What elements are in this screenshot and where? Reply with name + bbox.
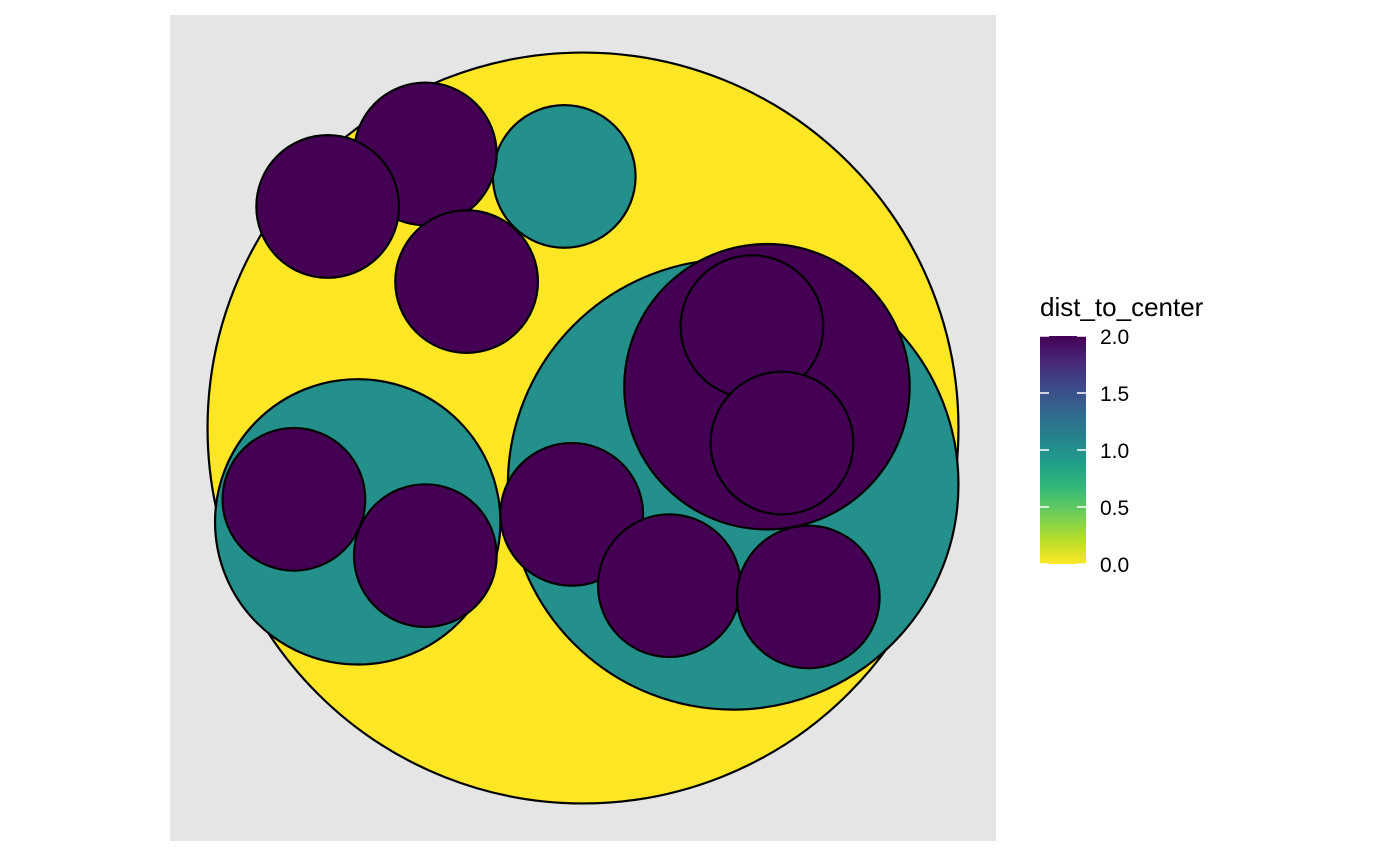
circle-l11 bbox=[735, 524, 881, 670]
legend-label: 2.0 bbox=[1100, 326, 1129, 349]
circle-l5 bbox=[352, 483, 498, 629]
circle-g3 bbox=[491, 104, 637, 249]
circle-l2 bbox=[255, 134, 401, 279]
legend-label: 1.0 bbox=[1100, 440, 1129, 463]
legend-ticks: 0.0 0.5 1.0 1.5 2.0 bbox=[1040, 326, 1129, 577]
legend: dist_to_center 0.0 0.5 1.0 1.5 2.0 bbox=[1040, 292, 1204, 577]
circle-l8 bbox=[709, 370, 855, 516]
legend-title: dist_to_center bbox=[1040, 292, 1204, 322]
circle-l10 bbox=[596, 513, 742, 659]
circle-l4 bbox=[221, 426, 367, 572]
legend-label: 0.5 bbox=[1100, 497, 1129, 520]
circle-l3 bbox=[394, 209, 540, 355]
legend-label: 0.0 bbox=[1100, 554, 1129, 577]
circles-layer bbox=[206, 51, 960, 805]
legend-label: 1.5 bbox=[1100, 383, 1129, 406]
